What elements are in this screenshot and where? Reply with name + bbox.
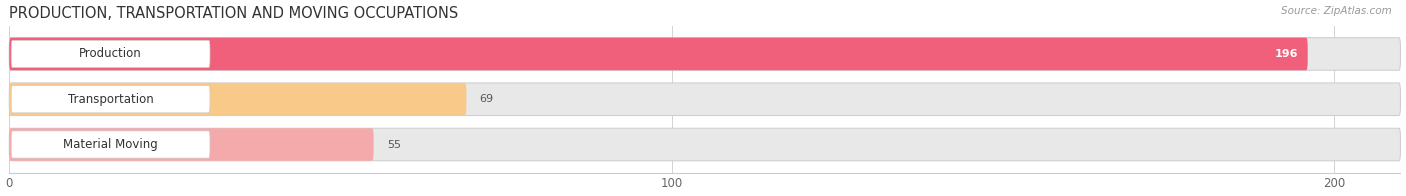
FancyBboxPatch shape xyxy=(10,128,374,161)
Text: 196: 196 xyxy=(1274,49,1298,59)
FancyBboxPatch shape xyxy=(10,83,1400,115)
Text: 55: 55 xyxy=(387,140,401,150)
FancyBboxPatch shape xyxy=(10,83,467,115)
FancyBboxPatch shape xyxy=(11,131,209,158)
FancyBboxPatch shape xyxy=(11,40,209,68)
Text: Material Moving: Material Moving xyxy=(63,138,157,151)
FancyBboxPatch shape xyxy=(11,86,209,113)
Text: Transportation: Transportation xyxy=(67,93,153,106)
Text: PRODUCTION, TRANSPORTATION AND MOVING OCCUPATIONS: PRODUCTION, TRANSPORTATION AND MOVING OC… xyxy=(10,5,458,21)
Text: Source: ZipAtlas.com: Source: ZipAtlas.com xyxy=(1281,6,1392,16)
Text: Production: Production xyxy=(79,47,142,60)
FancyBboxPatch shape xyxy=(10,128,1400,161)
FancyBboxPatch shape xyxy=(10,38,1308,70)
Text: 69: 69 xyxy=(479,94,494,104)
FancyBboxPatch shape xyxy=(10,38,1400,70)
